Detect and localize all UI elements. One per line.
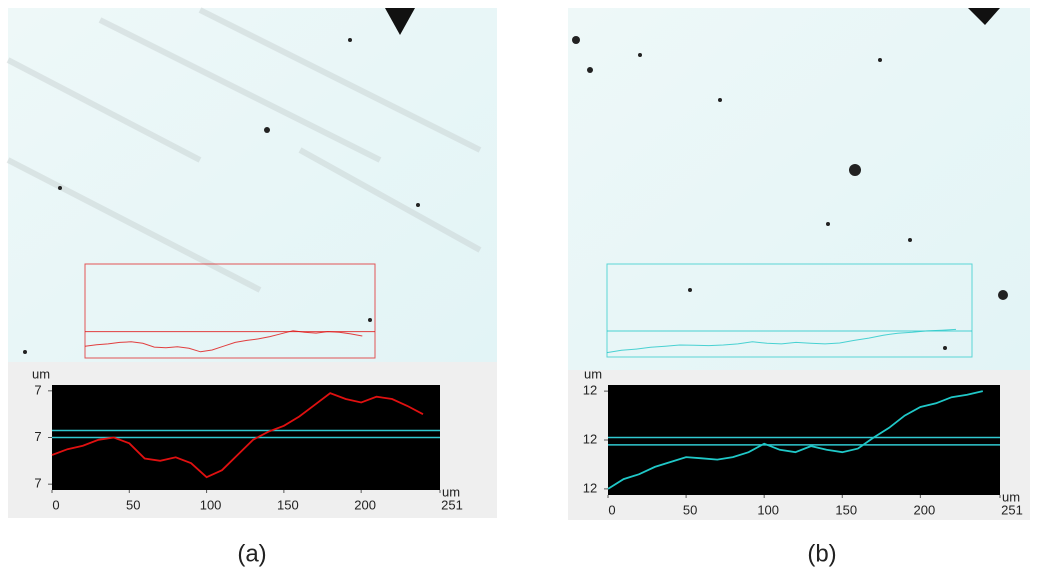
- x-tick-label: 0: [52, 497, 59, 512]
- y-tick-label: 7: [34, 476, 41, 491]
- selection-box: [84, 263, 376, 359]
- x-tick-label: 200: [913, 502, 935, 517]
- x-tick-label: 150: [277, 497, 299, 512]
- caption: (a): [237, 540, 266, 567]
- profile-line: [607, 390, 984, 490]
- x-tick-label: 50: [126, 497, 140, 512]
- y-tick-label: 12: [583, 431, 597, 446]
- x-axis-label: um: [1002, 489, 1020, 504]
- y-axis-label: um: [584, 366, 602, 381]
- profile-line: [51, 392, 424, 479]
- y-tick-label: 12: [583, 480, 597, 495]
- y-tick-label: 12: [583, 383, 597, 398]
- x-tick-label: 50: [683, 502, 697, 517]
- x-tick-label: 100: [200, 497, 222, 512]
- x-tick-label: 251: [441, 497, 463, 512]
- x-axis-label: um: [442, 484, 460, 499]
- x-tick-label: 200: [354, 497, 376, 512]
- y-tick-label: 7: [34, 382, 41, 397]
- overlay-profile: [84, 330, 363, 353]
- x-tick-label: 251: [1001, 502, 1023, 517]
- micrograph-b: [568, 8, 1030, 370]
- micrograph-a: [6, 7, 497, 362]
- x-tick-label: 100: [757, 502, 779, 517]
- overlay-profile: [606, 328, 957, 354]
- x-tick-label: 150: [835, 502, 857, 517]
- x-tick-label: 0: [608, 502, 615, 517]
- y-tick-label: 7: [34, 429, 41, 444]
- selection-box: [606, 263, 973, 358]
- caption: (b): [807, 540, 836, 567]
- y-axis-label: um: [32, 366, 50, 381]
